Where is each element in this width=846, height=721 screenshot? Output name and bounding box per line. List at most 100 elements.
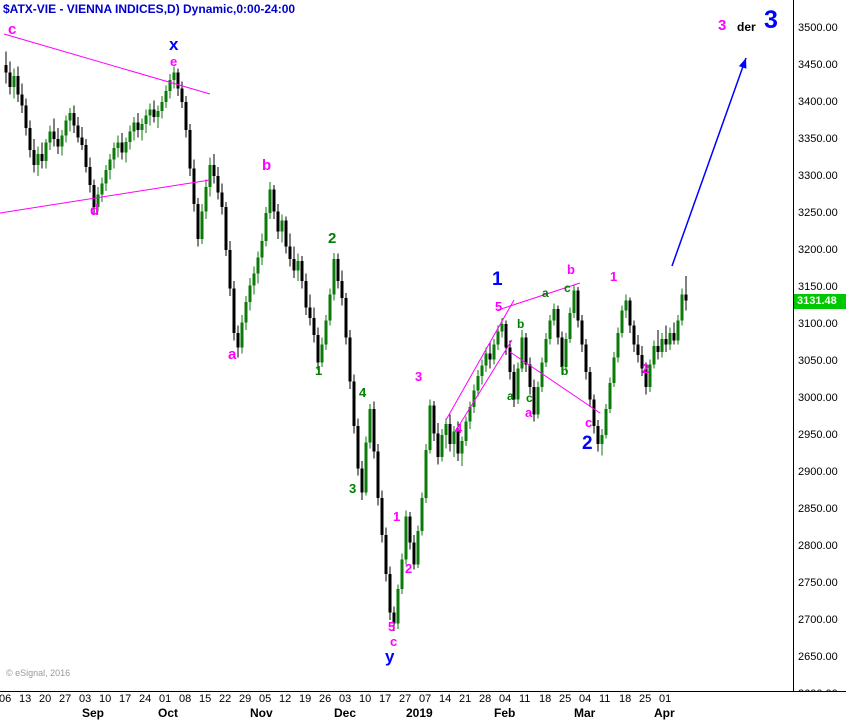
wave-label[interactable]: y (385, 647, 395, 666)
wave-label[interactable]: c (564, 281, 571, 295)
wave-label[interactable]: c (526, 391, 533, 405)
candle-body (116, 142, 120, 148)
candle-body (400, 559, 404, 589)
wave-label[interactable]: 3 (349, 481, 357, 496)
wave-label[interactable]: a (507, 389, 514, 403)
trendline[interactable] (3, 33, 211, 95)
wave-label[interactable]: a (542, 286, 549, 300)
wave-label[interactable]: 5 (388, 619, 396, 634)
candle-body (428, 405, 432, 450)
wave-label[interactable]: e (170, 54, 178, 69)
wave-label[interactable]: 3 (718, 17, 727, 34)
wave-label[interactable]: x (169, 35, 179, 54)
wave-label[interactable]: b (517, 317, 525, 331)
candle-body (300, 261, 304, 282)
wave-label[interactable]: a (525, 405, 533, 420)
candle-body (456, 431, 460, 454)
candle-body (340, 281, 344, 299)
candle-body (620, 310, 624, 333)
candle-body (336, 258, 340, 282)
wave-label[interactable]: b (262, 157, 272, 174)
wave-label[interactable]: der (737, 20, 756, 34)
wave-label[interactable]: 3 (764, 6, 778, 34)
candle-body (296, 261, 300, 271)
candle-body (508, 347, 512, 373)
candle-body (548, 320, 552, 339)
last-price-label: 3131.48 (794, 293, 846, 309)
candle-body (636, 344, 640, 356)
candle-body (412, 542, 416, 565)
candle-body (564, 338, 568, 367)
candle-body (292, 258, 296, 271)
wave-label[interactable]: 5 (495, 299, 503, 314)
wave-label[interactable]: 4 (359, 385, 367, 400)
month-label: Oct (158, 706, 179, 720)
candle-body (420, 497, 424, 532)
candle-body (32, 150, 36, 165)
wave-label[interactable]: c (390, 634, 398, 649)
candle-body (556, 309, 560, 338)
candle-body (460, 440, 464, 454)
candle-body (36, 153, 40, 165)
candle-body (372, 409, 376, 452)
date-tick-label: 22 (219, 693, 232, 705)
candle-body (68, 113, 72, 121)
candle-body (500, 324, 504, 332)
arrowhead-icon (738, 58, 747, 69)
candle-body (148, 109, 152, 116)
candle-body (100, 183, 104, 195)
projection-arrow[interactable] (671, 57, 747, 267)
candle-body (272, 189, 276, 212)
wave-label[interactable]: b (561, 364, 569, 378)
date-tick-label: 14 (439, 693, 452, 705)
wave-label[interactable]: d (90, 202, 100, 219)
wave-label[interactable]: c (585, 415, 593, 430)
wave-label[interactable]: 1 (610, 269, 618, 284)
trendline[interactable] (497, 282, 581, 311)
candle-body (260, 241, 264, 258)
candle-body (676, 320, 680, 341)
candle-body (216, 176, 220, 193)
candle-body (160, 102, 164, 111)
trendline[interactable] (454, 339, 513, 433)
candle-body (164, 90, 168, 102)
candle-body (168, 79, 172, 91)
candle-body (76, 125, 80, 138)
candle-body (304, 281, 308, 308)
candle-body (356, 426, 360, 469)
candlestick-plot-area[interactable]: c x e d b a 2 1 4 3 1 2 5 c y 3 4 5 1 a b c a a c b b c 2 1 2 3 der 3 $AT… (0, 0, 793, 691)
wave-label[interactable]: c (8, 21, 17, 38)
trendline[interactable] (509, 351, 601, 414)
wave-label[interactable]: 2 (405, 561, 413, 576)
wave-label[interactable]: a (228, 346, 237, 363)
price-axis[interactable]: 3500.00 3450.00 3400.00 3350.00 3300.00 3250.… (794, 0, 846, 700)
candlestick-chart[interactable] (0, 0, 793, 691)
wave-label[interactable]: 3 (415, 369, 423, 384)
candle-body (376, 451, 380, 498)
trendline[interactable] (445, 299, 515, 421)
candle-body (512, 372, 516, 400)
wave-label[interactable]: 2 (642, 361, 650, 376)
wave-label[interactable]: 1 (315, 363, 323, 378)
date-tick-label: 13 (19, 693, 32, 705)
price-axis-label: 2750.00 (798, 577, 838, 589)
candle-body (408, 516, 412, 543)
candle-body (40, 153, 44, 162)
time-axis[interactable]: 06 13 20 27 03 10 17 24 01 08 15 22 29 05 12 19 26 03 10 17… (0, 692, 846, 721)
trendline[interactable] (0, 179, 211, 214)
candle-body (504, 324, 508, 348)
wave-label[interactable]: 1 (393, 509, 401, 524)
wave-label[interactable]: 4 (455, 421, 463, 436)
candle-body (220, 192, 224, 208)
price-axis-divider (793, 0, 794, 691)
candle-body (536, 386, 540, 415)
candle-body (352, 381, 356, 427)
price-axis-label: 3300.00 (798, 170, 838, 182)
candle-body (572, 290, 576, 313)
candle-body (584, 344, 588, 373)
wave-label[interactable]: 2 (328, 230, 337, 247)
wave-label[interactable]: b (567, 262, 575, 277)
wave-label[interactable]: 1 (492, 269, 503, 290)
wave-label[interactable]: 2 (582, 433, 593, 454)
